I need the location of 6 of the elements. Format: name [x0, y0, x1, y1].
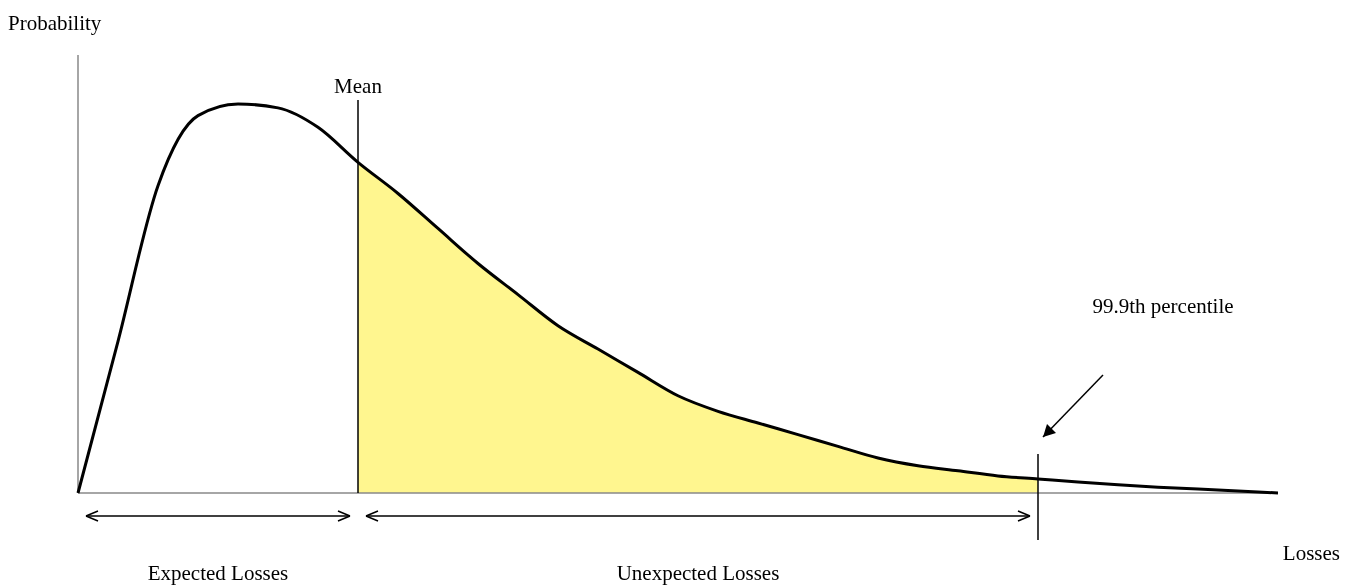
y-axis-title: Probability	[8, 11, 102, 35]
x-axis-title: Losses	[1282, 541, 1340, 565]
annotation: 99.9th percentile	[1092, 294, 1234, 318]
text: Expected Losses	[147, 561, 289, 585]
text: Mean	[334, 74, 383, 98]
text: Unexpected Losses	[616, 561, 780, 585]
